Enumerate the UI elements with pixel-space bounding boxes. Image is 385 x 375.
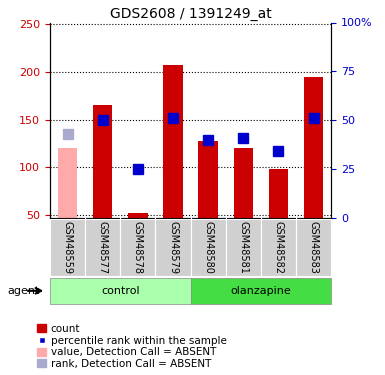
Text: GSM48577: GSM48577 bbox=[98, 221, 108, 274]
Text: olanzapine: olanzapine bbox=[231, 286, 291, 296]
Bar bbox=[85, 219, 120, 276]
Bar bbox=[191, 278, 331, 304]
Bar bbox=[234, 148, 253, 217]
Text: GSM48580: GSM48580 bbox=[203, 221, 213, 274]
Text: GSM48582: GSM48582 bbox=[273, 221, 283, 274]
Bar bbox=[128, 213, 147, 217]
Bar bbox=[121, 219, 156, 276]
Legend: count, percentile rank within the sample, value, Detection Call = ABSENT, rank, : count, percentile rank within the sample… bbox=[36, 323, 228, 370]
Text: GSM48559: GSM48559 bbox=[63, 221, 73, 274]
Text: agent: agent bbox=[8, 286, 40, 296]
Text: GSM48583: GSM48583 bbox=[308, 221, 318, 274]
Bar bbox=[50, 219, 85, 276]
Bar bbox=[304, 77, 323, 218]
Text: GSM48579: GSM48579 bbox=[168, 221, 178, 274]
Text: GSM48581: GSM48581 bbox=[238, 221, 248, 274]
Bar bbox=[58, 148, 77, 217]
Bar bbox=[191, 219, 226, 276]
Bar bbox=[93, 105, 112, 218]
Bar bbox=[199, 141, 218, 218]
Bar bbox=[50, 278, 191, 304]
Bar bbox=[261, 219, 296, 276]
Bar bbox=[269, 169, 288, 217]
Bar bbox=[163, 65, 182, 218]
Text: control: control bbox=[101, 286, 140, 296]
Title: GDS2608 / 1391249_at: GDS2608 / 1391249_at bbox=[110, 8, 271, 21]
Bar bbox=[156, 219, 191, 276]
Bar bbox=[226, 219, 261, 276]
Bar bbox=[296, 219, 331, 276]
Text: GSM48578: GSM48578 bbox=[133, 221, 143, 274]
